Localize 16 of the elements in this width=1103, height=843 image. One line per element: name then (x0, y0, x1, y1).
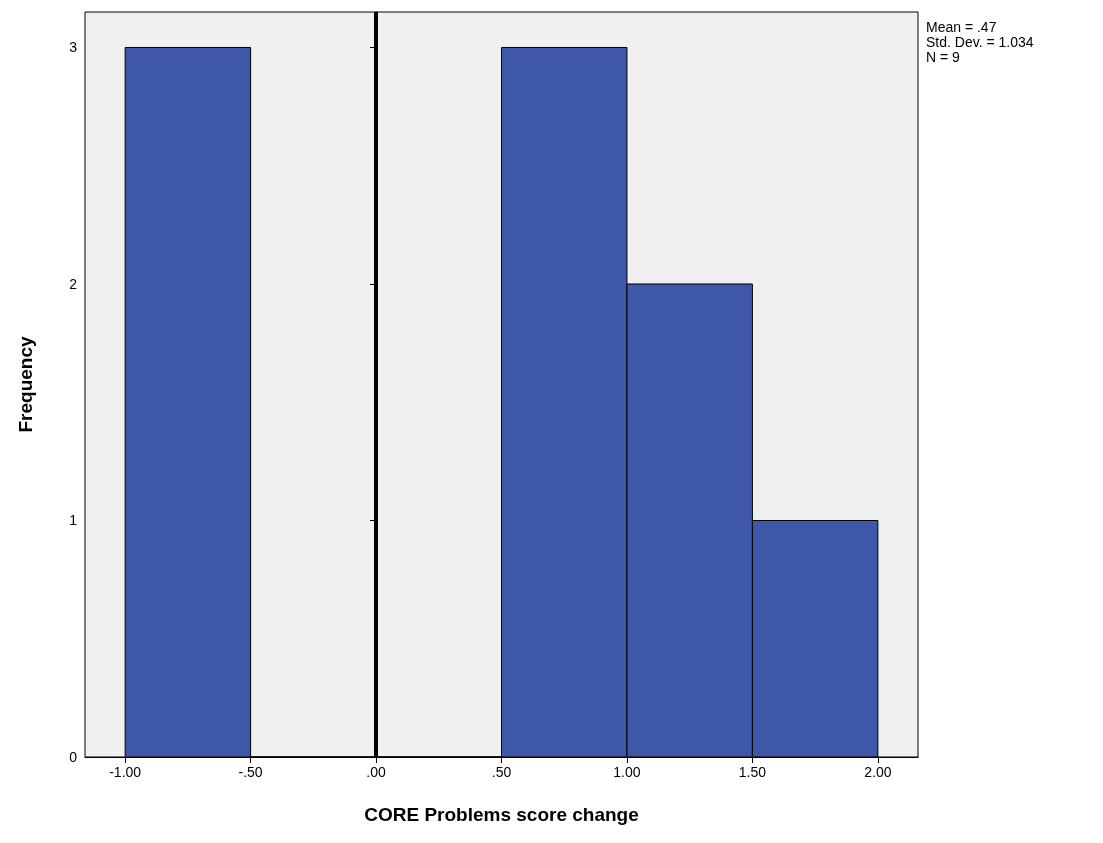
x-tick-label: .50 (491, 764, 512, 780)
text: N = 9 (926, 49, 961, 65)
text: Mean = .47 (926, 19, 997, 35)
y-tick-label: 3 (69, 39, 78, 56)
x-tick-label: 1.50 (738, 764, 767, 780)
x-tick-label: 1.00 (613, 764, 641, 780)
x-tick-label: -1.00 (109, 764, 142, 780)
y-tick-label: 0 (69, 749, 78, 765)
text: Std. Dev. = 1.034 (926, 34, 1034, 50)
y-axis-title: Frequency (15, 336, 36, 433)
x-tick-label: 2.00 (864, 764, 892, 780)
x-tick-label: -.50 (238, 764, 263, 780)
x-axis-title: CORE Problems score change (364, 804, 639, 825)
x-tick-label: .00 (366, 764, 386, 780)
y-tick-label: 1 (69, 512, 78, 529)
y-tick-label: 2 (69, 275, 78, 292)
